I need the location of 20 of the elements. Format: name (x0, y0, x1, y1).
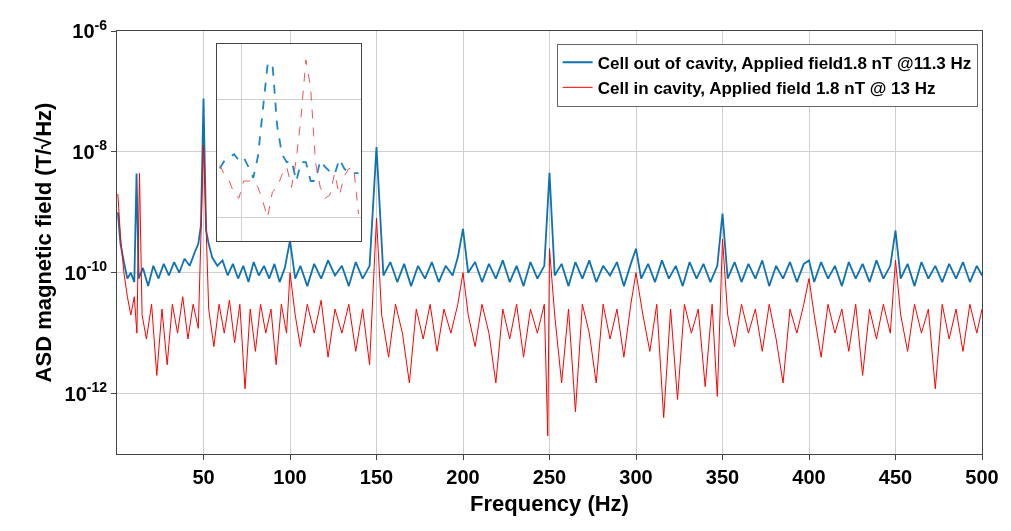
x-tick-label: 400 (792, 466, 826, 488)
legend-label: Cell out of cavity, Applied field1.8 nT @11.3 Hz (597, 53, 972, 73)
x-tick-label: 450 (878, 466, 913, 488)
x-tick-label: 350 (705, 466, 740, 488)
x-tick-label: 50 (192, 466, 215, 488)
line-series (117, 97, 982, 288)
x-axis-title: Frequency (Hz) (470, 490, 629, 516)
x-tick-label: 500 (965, 466, 999, 488)
y-axis-title: ASD magnetic field (T/√Hz) (31, 102, 57, 383)
legend-label: Cell in cavity, Applied field 1.8 nT @ 13 Hz (597, 78, 936, 98)
x-tick-label: 300 (619, 466, 653, 488)
x-tick-label: 100 (273, 466, 307, 488)
x-tick-label: 250 (532, 466, 567, 488)
y-tick-label: 10$^{-6}$ (72, 16, 108, 42)
y-tick-label: 10$^{-12}$ (64, 379, 108, 405)
x-tick-label: 150 (359, 466, 394, 488)
line-series (117, 144, 982, 437)
x-tick-label: 200 (446, 466, 480, 488)
y-tick-label: 10$^{-10}$ (64, 258, 108, 284)
y-tick-label: 10$^{-8}$ (72, 137, 108, 163)
